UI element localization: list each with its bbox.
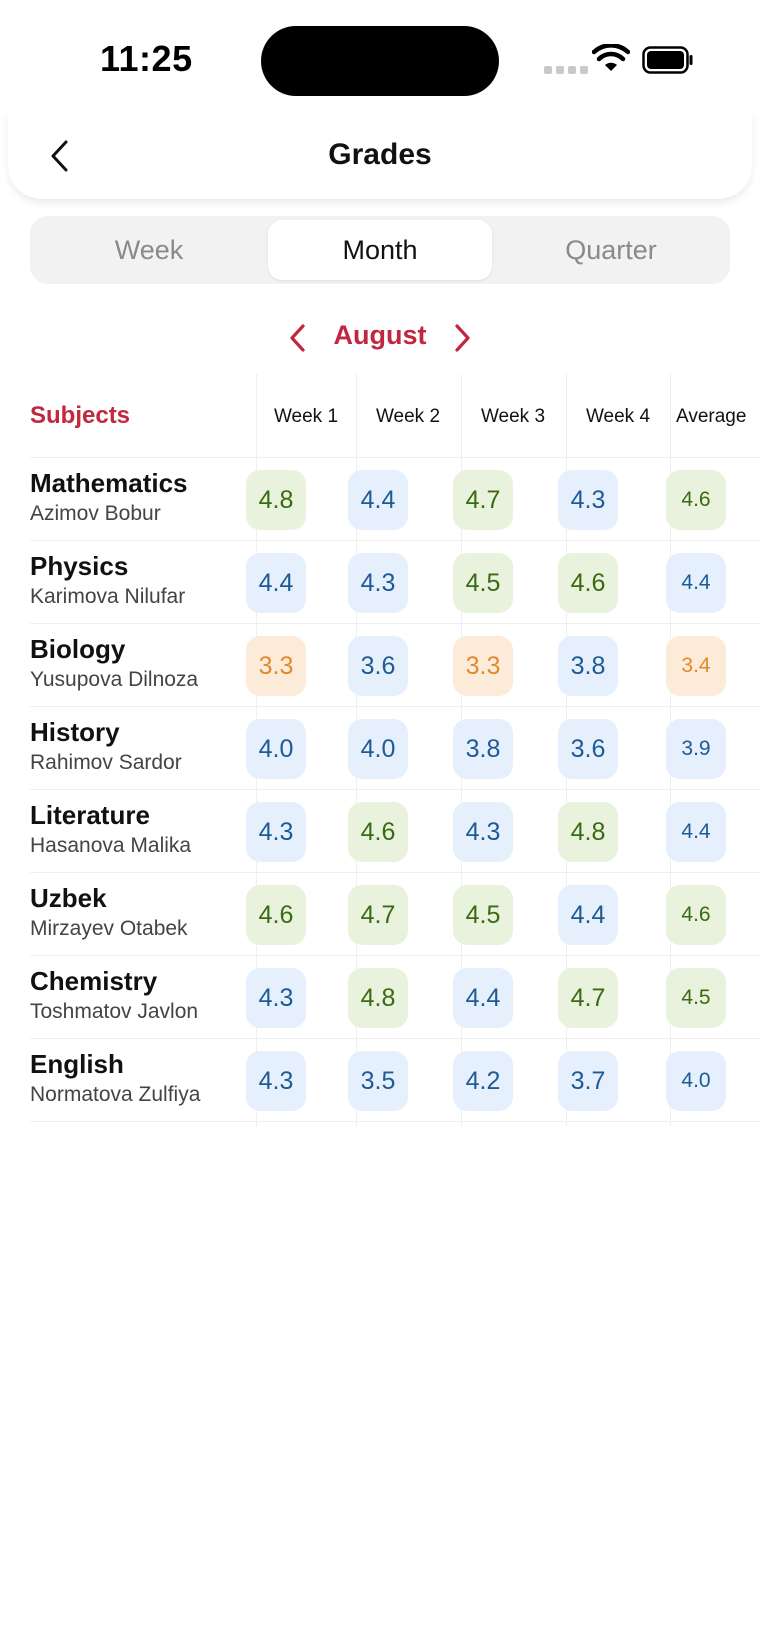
column-header-week-3: Week 3 <box>480 406 546 427</box>
grade-badge-week-2: 4.6 <box>348 802 408 862</box>
grade-badge-average: 3.9 <box>666 719 726 779</box>
teacher-name: Toshmatov Javlon <box>30 1000 199 1023</box>
table-row[interactable]: Uzbek Mirzayev Otabek 4.6 4.7 4.5 4.4 4.6 <box>30 873 760 956</box>
grade-badge-average: 4.6 <box>666 885 726 945</box>
grade-badge-average: 3.4 <box>666 636 726 696</box>
teacher-name: Mirzayev Otabek <box>30 917 188 940</box>
tab-month[interactable]: Month <box>268 220 492 280</box>
column-header-week-2: Week 2 <box>375 406 441 427</box>
column-header-week-1: Week 1 <box>273 406 339 427</box>
table-row[interactable]: Literature Hasanova Malika 4.3 4.6 4.3 4.8 4.4 <box>30 790 760 873</box>
grade-badge-week-3: 3.3 <box>453 636 513 696</box>
column-header-week-4: Week 4 <box>585 406 651 427</box>
grade-badge-week-3: 3.8 <box>453 719 513 779</box>
back-button[interactable] <box>36 132 84 180</box>
grade-badge-week-3: 4.7 <box>453 470 513 530</box>
grade-badge-week-3: 4.5 <box>453 885 513 945</box>
grade-badge-week-2: 4.0 <box>348 719 408 779</box>
table-row[interactable]: Biology Yusupova Dilnoza 3.3 3.6 3.3 3.8 3.4 <box>30 624 760 707</box>
table-row[interactable]: Chemistry Toshmatov Javlon 4.3 4.8 4.4 4.7 4.5 <box>30 956 760 1039</box>
column-header-average: Average <box>676 406 747 427</box>
teacher-name: Yusupova Dilnoza <box>30 668 199 691</box>
table-row[interactable]: Mathematics Azimov Bobur 4.8 4.4 4.7 4.3 4.6 <box>30 458 760 541</box>
subject-name: Uzbek <box>30 883 107 913</box>
grade-badge-week-4: 4.8 <box>558 802 618 862</box>
grade-badge-week-1: 4.3 <box>246 802 306 862</box>
table-header-row: Subjects Week 1 Week 2 Week 3 Week 4 Ave… <box>30 374 760 458</box>
grade-badge-week-4: 3.8 <box>558 636 618 696</box>
grade-badge-week-1: 4.3 <box>246 968 306 1028</box>
month-selector: August <box>0 316 760 360</box>
grade-badge-week-2: 4.7 <box>348 885 408 945</box>
grades-table: Subjects Week 1 Week 2 Week 3 Week 4 Ave… <box>0 374 760 1126</box>
grade-badge-week-1: 4.4 <box>246 553 306 613</box>
grade-badge-average: 4.4 <box>666 802 726 862</box>
grade-badge-average: 4.0 <box>666 1051 726 1111</box>
grade-badge-week-3: 4.5 <box>453 553 513 613</box>
grade-badge-average: 4.6 <box>666 470 726 530</box>
grade-badge-week-2: 3.5 <box>348 1051 408 1111</box>
page-title: Grades <box>328 138 432 171</box>
grade-badge-average: 4.5 <box>666 968 726 1028</box>
subject-name: Literature <box>30 800 150 830</box>
grade-badge-week-2: 4.4 <box>348 470 408 530</box>
grade-badge-week-1: 4.0 <box>246 719 306 779</box>
grade-badge-week-3: 4.4 <box>453 968 513 1028</box>
grade-badge-week-4: 3.6 <box>558 719 618 779</box>
teacher-name: Hasanova Malika <box>30 834 192 857</box>
subject-name: Mathematics <box>30 468 188 498</box>
grade-badge-week-1: 4.3 <box>246 1051 306 1111</box>
status-time: 11:25 <box>100 38 193 79</box>
cellular-signal-icon <box>544 66 588 74</box>
teacher-name: Normatova Zulfiya <box>30 1083 201 1106</box>
grade-badge-week-4: 4.7 <box>558 968 618 1028</box>
subjects-header: Subjects <box>30 402 131 429</box>
tab-quarter[interactable]: Quarter <box>565 234 657 265</box>
subject-name: Biology <box>30 634 126 664</box>
table-row[interactable]: History Rahimov Sardor 4.0 4.0 3.8 3.6 3.9 <box>30 707 760 790</box>
table-row[interactable]: Physics Karimova Nilufar 4.4 4.3 4.5 4.6 4.4 <box>30 541 760 624</box>
tab-week[interactable]: Week <box>114 234 184 265</box>
teacher-name: Karimova Nilufar <box>30 585 186 608</box>
grade-badge-week-2: 3.6 <box>348 636 408 696</box>
subject-name: Chemistry <box>30 966 158 996</box>
month-label: August <box>333 320 427 350</box>
table-row[interactable]: English Normatova Zulfiya 4.3 3.5 4.2 3.7 4.0 <box>30 1039 760 1122</box>
battery-icon <box>642 46 693 74</box>
grade-badge-week-2: 4.3 <box>348 553 408 613</box>
grade-badge-week-1: 3.3 <box>246 636 306 696</box>
grade-badge-week-1: 4.8 <box>246 470 306 530</box>
grade-badge-week-3: 4.2 <box>453 1051 513 1111</box>
grade-badge-week-4: 4.6 <box>558 553 618 613</box>
subject-name: English <box>30 1049 124 1079</box>
grade-badge-week-1: 4.6 <box>246 885 306 945</box>
subject-name: Physics <box>30 551 129 581</box>
grade-badge-week-4: 3.7 <box>558 1051 618 1111</box>
teacher-name: Azimov Bobur <box>30 502 161 525</box>
status-bar: 11:25 <box>0 0 760 120</box>
subject-name: History <box>30 717 120 747</box>
grade-badge-week-4: 4.4 <box>558 885 618 945</box>
dynamic-island <box>261 26 499 96</box>
chevron-left-icon <box>51 140 68 172</box>
grade-badge-week-2: 4.8 <box>348 968 408 1028</box>
wifi-icon <box>592 44 630 71</box>
grade-badge-week-3: 4.3 <box>453 802 513 862</box>
period-segmented-control: Week Month Quarter <box>30 216 730 284</box>
grade-badge-average: 4.4 <box>666 553 726 613</box>
previous-month-button[interactable] <box>282 320 314 356</box>
grade-badge-week-4: 4.3 <box>558 470 618 530</box>
next-month-button[interactable] <box>446 320 478 356</box>
teacher-name: Rahimov Sardor <box>30 751 182 774</box>
app-header: Grades <box>8 112 752 200</box>
